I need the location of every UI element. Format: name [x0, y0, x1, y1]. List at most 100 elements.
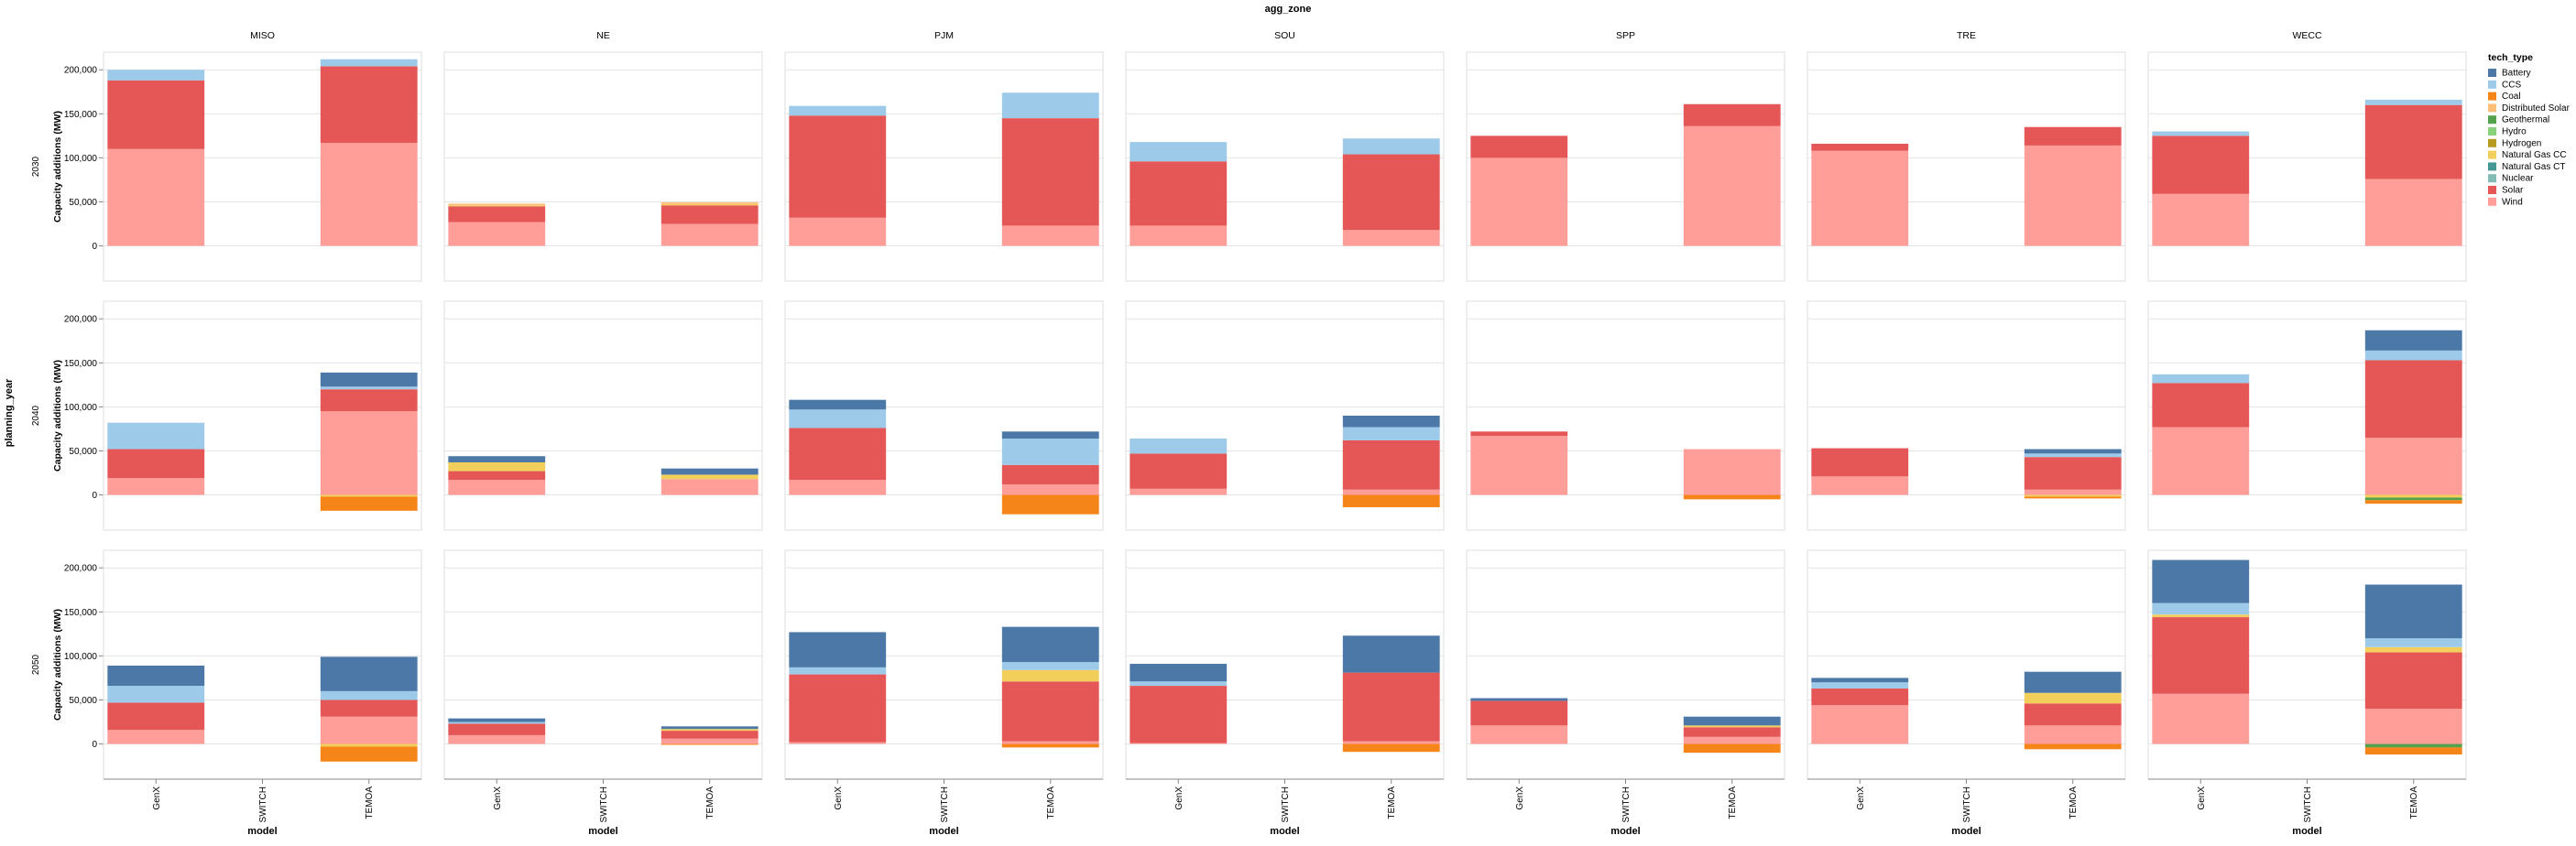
bar-segment-wecc-2040-temoa-wind	[2364, 438, 2462, 495]
bar-segment-tre-2050-temoa-battery	[2024, 671, 2122, 693]
bar-segment-miso-2030-genx-ccs	[107, 70, 205, 81]
bar-segment-ne-2050-temoa-solar	[660, 731, 759, 739]
y-tick-label-2050: 0	[92, 740, 97, 750]
bar-segment-wecc-2040-temoa-solar	[2364, 360, 2462, 439]
x-axis-title-sou: model	[1270, 826, 1299, 837]
x-tick-label-genx: GenX	[1515, 786, 1525, 810]
bar-segment-miso-2030-genx-wind	[107, 148, 205, 246]
panel-sou-2050	[1125, 549, 1445, 780]
legend-swatch-wind	[2488, 197, 2496, 206]
bar-segment-pjm-2050-temoa-natural-gas-cc	[1001, 669, 1099, 682]
bar-segment-wecc-2050-temoa-wind	[2364, 709, 2462, 744]
bar-segment-spp-2040-temoa-coal	[1683, 494, 1781, 500]
legend-label-ccs: CCS	[2502, 80, 2521, 90]
legend-title: tech_type	[2488, 52, 2533, 63]
bar-segment-miso-2040-temoa-wind	[320, 411, 418, 495]
panel-miso-2040	[103, 300, 422, 531]
panel-ne-2030	[443, 51, 763, 282]
bar-segment-spp-2030-genx-wind	[1470, 157, 1568, 246]
legend-label-natural-gas-cc: Natural Gas CC	[2502, 150, 2567, 160]
bar-segment-sou-2040-genx-ccs	[1130, 439, 1228, 454]
bar-segment-ne-2030-temoa-wind	[660, 223, 759, 246]
bar-segment-pjm-2030-temoa-solar	[1001, 118, 1099, 226]
column-header-sou: SOU	[1274, 30, 1295, 41]
bar-segment-ne-2050-temoa-coal	[660, 743, 759, 745]
x-tick-label-temoa: TEMOA	[365, 786, 375, 819]
bar-segment-pjm-2050-genx-wind	[789, 742, 887, 744]
panel-miso-2030	[103, 51, 422, 282]
bar-segment-wecc-2040-genx-wind	[2152, 427, 2250, 495]
x-tick-label-genx: GenX	[493, 786, 503, 810]
bar-segment-tre-2040-temoa-wind	[2024, 489, 2122, 495]
bar-segment-pjm-2040-temoa-coal	[1001, 494, 1099, 515]
bar-segment-pjm-2040-genx-battery	[789, 399, 887, 410]
x-tick-label-switch: SWITCH	[1621, 786, 1632, 822]
bar-segment-miso-2040-temoa-coal	[320, 496, 418, 511]
bar-segment-miso-2050-temoa-battery	[320, 656, 418, 691]
y-tick-label-2030: 200,000	[64, 66, 98, 76]
legend-swatch-hydro	[2488, 127, 2496, 136]
bar-segment-pjm-2040-temoa-solar	[1001, 464, 1099, 484]
bar-segment-spp-2050-temoa-solar	[1683, 727, 1781, 737]
bar-segment-ne-2050-temoa-natural-gas-cc	[660, 729, 759, 732]
bar-segment-wecc-2050-genx-natural-gas-cc	[2152, 614, 2250, 618]
panel-spp-2050	[1466, 549, 1785, 780]
bar-segment-pjm-2040-genx-ccs	[789, 409, 887, 428]
bar-segment-tre-2050-temoa-coal	[2024, 743, 2122, 750]
row-label-2050: 2050	[31, 654, 41, 675]
bar-segment-ne-2030-temoa-natural-gas-cc	[660, 203, 759, 206]
bar-segment-miso-2050-genx-solar	[107, 702, 205, 731]
bar-segment-pjm-2030-genx-wind	[789, 217, 887, 246]
bar-segment-wecc-2040-temoa-ccs	[2364, 350, 2462, 361]
x-tick-label-temoa: TEMOA	[1387, 786, 1397, 819]
legend-swatch-distributed-solar	[2488, 103, 2496, 113]
panel-ne-2040	[443, 300, 763, 531]
x-tick-label-genx: GenX	[1856, 786, 1866, 810]
legend-swatch-solar	[2488, 186, 2496, 194]
bar-segment-wecc-2040-temoa-natural-gas-cc	[2364, 494, 2462, 498]
y-tick-label-2030: 0	[92, 242, 97, 252]
bar-segment-tre-2050-genx-battery	[1811, 678, 1909, 683]
legend-label-distributed-solar: Distributed Solar	[2502, 103, 2571, 114]
y-tick-label-2040: 50,000	[69, 447, 97, 457]
y-tick-label-2030: 100,000	[64, 154, 98, 164]
y-axis-title-2040: Capacity additions (MW)	[52, 360, 63, 472]
bar-segment-wecc-2050-temoa-natural-gas-cc	[2364, 646, 2462, 653]
bar-segment-pjm-2040-temoa-ccs	[1001, 439, 1099, 465]
bar-segment-sou-2040-temoa-solar	[1342, 439, 1440, 490]
y-axis-title-2030: Capacity additions (MW)	[52, 111, 63, 222]
row-label-2030: 2030	[31, 156, 41, 177]
legend-label-battery: Battery	[2502, 69, 2531, 79]
bar-segment-spp-2050-genx-wind	[1470, 725, 1568, 744]
bar-segment-spp-2030-temoa-solar	[1683, 103, 1781, 126]
x-tick-label-genx: GenX	[2197, 786, 2207, 810]
bar-segment-pjm-2040-temoa-battery	[1001, 431, 1099, 439]
bar-segment-miso-2050-temoa-ccs	[320, 690, 418, 700]
bar-segment-wecc-2050-genx-battery	[2152, 559, 2250, 603]
bar-segment-tre-2040-temoa-battery	[2024, 449, 2122, 454]
bar-segment-spp-2040-genx-wind	[1470, 436, 1568, 495]
bar-segment-wecc-2030-temoa-wind	[2364, 179, 2462, 246]
panel-ne-2050	[443, 549, 763, 780]
y-tick-label-2040: 200,000	[64, 315, 98, 325]
bar-segment-wecc-2030-temoa-ccs	[2364, 99, 2462, 105]
bar-segment-miso-2050-genx-ccs	[107, 686, 205, 703]
bar-segment-sou-2030-temoa-ccs	[1342, 138, 1440, 155]
column-header-pjm: PJM	[934, 30, 954, 41]
x-tick-label-temoa: TEMOA	[2409, 786, 2419, 819]
panel-miso-2050	[103, 549, 422, 780]
x-tick-label-switch: SWITCH	[940, 786, 950, 822]
bar-segment-ne-2040-temoa-natural-gas-cc	[660, 474, 759, 480]
bar-segment-sou-2040-genx-wind	[1130, 488, 1228, 495]
panel-frame	[443, 300, 763, 531]
bar-segment-wecc-2050-temoa-solar	[2364, 652, 2462, 710]
x-tick-label-temoa: TEMOA	[1046, 786, 1056, 819]
bar-segment-pjm-2050-temoa-coal	[1001, 743, 1099, 748]
legend-swatch-geothermal	[2488, 115, 2496, 125]
bar-segment-spp-2040-temoa-wind	[1683, 449, 1781, 495]
bar-segment-miso-2040-temoa-ccs	[320, 386, 418, 390]
bar-segment-pjm-2050-genx-solar	[789, 674, 887, 743]
bar-segment-sou-2050-temoa-wind	[1342, 741, 1440, 744]
bar-segment-tre-2050-temoa-natural-gas-cc	[2024, 692, 2122, 704]
